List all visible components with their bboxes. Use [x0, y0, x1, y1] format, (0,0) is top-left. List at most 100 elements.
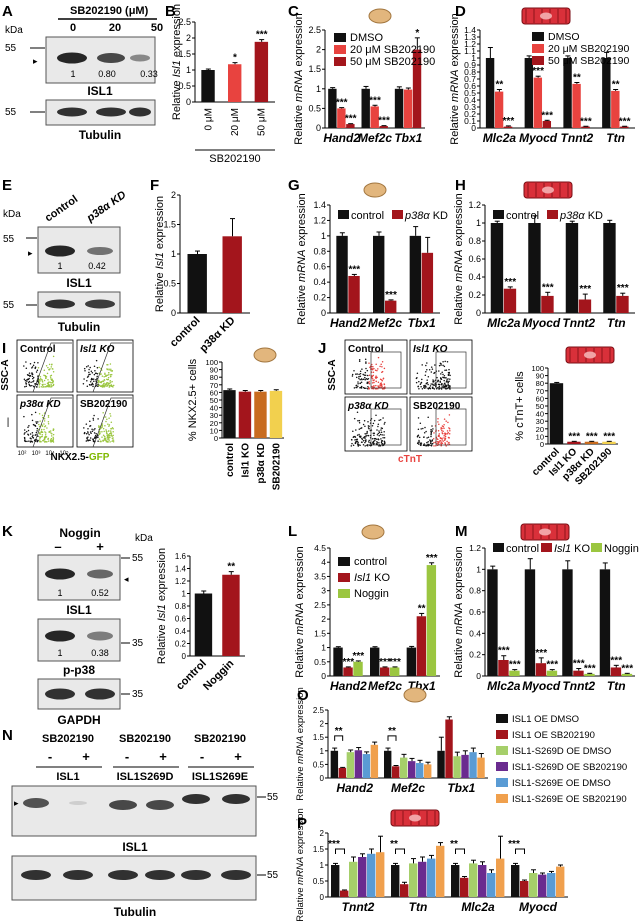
event-dot [101, 386, 104, 388]
y-tick-label: 20 [210, 419, 218, 428]
panel-letter: I [2, 340, 6, 357]
event-dot [427, 440, 429, 443]
lane-label: control [43, 193, 80, 224]
blot-band [130, 54, 150, 62]
event-dot [427, 383, 429, 386]
event-dot [102, 427, 105, 430]
category-label: Mlc2a [461, 900, 495, 914]
event-dot [50, 366, 53, 368]
event-dot [364, 437, 366, 439]
event-dot [34, 366, 37, 368]
y-tick-label: 90 [536, 372, 544, 381]
event-dot [441, 383, 443, 385]
progenitor-cell-icon [253, 347, 277, 363]
lane-sign: + [234, 749, 242, 764]
bar [528, 223, 541, 313]
event-dot [85, 423, 88, 425]
event-dot [43, 374, 45, 376]
y-tick-label: 0.4 [313, 277, 326, 287]
event-dot [43, 438, 45, 441]
event-dot [449, 374, 451, 377]
event-dot [377, 423, 380, 426]
event-dot [106, 368, 108, 370]
y-tick-label: 1.6 [175, 552, 187, 561]
y-tick-label: 2 [171, 190, 176, 200]
category-label: Hand2 [336, 781, 373, 795]
event-dot [89, 425, 91, 427]
y-tick-label: 1 [321, 231, 326, 241]
loading-label: Tubulin [114, 905, 156, 919]
bar [373, 235, 385, 313]
event-dot [384, 386, 386, 388]
event-dot [36, 430, 38, 432]
event-dot [100, 440, 102, 443]
event-dot [440, 364, 442, 366]
event-dot [27, 433, 29, 436]
event-dot [420, 428, 422, 430]
isl1-blot [11, 785, 257, 837]
event-dot [430, 428, 432, 431]
event-dot [352, 430, 354, 433]
event-dot [108, 382, 111, 384]
bar [487, 873, 496, 897]
significance-label: *** [586, 431, 598, 442]
category-label: 50 μM [257, 108, 268, 136]
event-dot [41, 425, 44, 427]
bar [370, 106, 379, 128]
bar [336, 235, 348, 313]
bar [416, 763, 424, 778]
event-dot [376, 376, 378, 379]
marker-label: 55 [5, 43, 17, 54]
category-label: control [225, 443, 236, 477]
event-dot [383, 434, 385, 436]
significance-bracket [515, 848, 525, 854]
event-dot [448, 427, 451, 430]
event-dot [379, 445, 382, 447]
y-tick-label: 0.5 [308, 103, 321, 113]
event-dot [369, 366, 371, 369]
bar [572, 83, 581, 128]
event-dot [40, 431, 43, 434]
blot-title: SB202190 (μM) [70, 5, 149, 17]
blot-band [85, 299, 115, 309]
event-dot [50, 437, 53, 440]
arrow-icon: ▸ [14, 798, 19, 808]
gate-line [92, 397, 132, 448]
category-label: Ttn [607, 316, 626, 330]
event-dot [28, 424, 30, 427]
event-dot [427, 416, 429, 419]
event-dot [438, 385, 441, 388]
panel-letter: E [2, 177, 12, 194]
event-dot [438, 443, 440, 445]
event-dot [369, 441, 371, 444]
event-dot [87, 432, 89, 434]
bar [361, 88, 370, 128]
event-dot [352, 444, 355, 447]
event-dot [367, 425, 370, 427]
event-dot [364, 358, 367, 361]
event-dot [442, 430, 444, 433]
significance-label: *** [498, 646, 510, 657]
event-dot [31, 413, 33, 416]
category-label: Hand2 [323, 131, 360, 145]
blot-band [87, 569, 113, 579]
category-label: Myocd [519, 131, 558, 145]
event-dot [365, 377, 368, 380]
blot-band [45, 688, 75, 700]
event-dot [371, 385, 373, 388]
bar [562, 569, 573, 676]
event-dot [365, 387, 367, 389]
event-dot [358, 375, 360, 378]
legend-label: Noggin [354, 588, 389, 600]
bar [380, 667, 390, 676]
event-dot [368, 362, 370, 364]
y-tick-label: 2 [321, 614, 326, 624]
bar [412, 49, 422, 128]
category-label: SB202190 [271, 443, 282, 491]
y-tick-label: 1 [321, 643, 326, 653]
significance-label: *** [504, 277, 516, 288]
event-dot [90, 378, 93, 381]
event-dot [365, 361, 367, 363]
blot-title: SB202190 [194, 733, 246, 745]
